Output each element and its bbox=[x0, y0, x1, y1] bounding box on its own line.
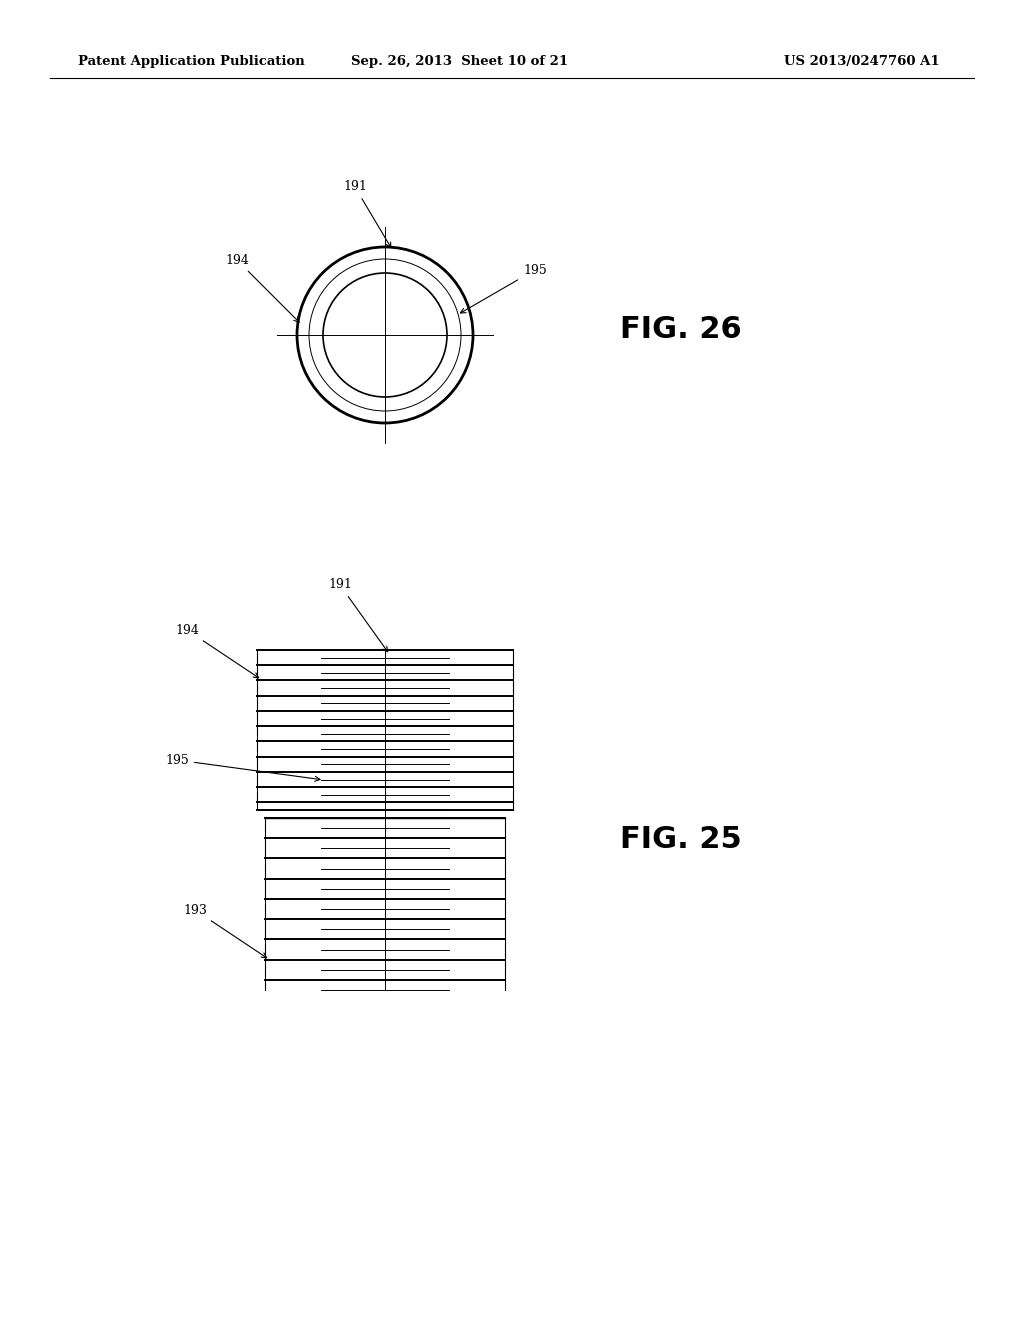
Text: US 2013/0247760 A1: US 2013/0247760 A1 bbox=[784, 55, 940, 69]
Text: 191: 191 bbox=[328, 578, 388, 652]
Text: 194: 194 bbox=[175, 623, 259, 677]
Text: 194: 194 bbox=[225, 253, 299, 322]
Text: 191: 191 bbox=[343, 181, 391, 248]
Text: FIG. 25: FIG. 25 bbox=[620, 825, 741, 854]
Text: 195: 195 bbox=[461, 264, 547, 313]
Text: Sep. 26, 2013  Sheet 10 of 21: Sep. 26, 2013 Sheet 10 of 21 bbox=[351, 55, 568, 69]
Text: 195: 195 bbox=[165, 754, 321, 781]
Text: FIG. 26: FIG. 26 bbox=[620, 315, 741, 345]
Text: 193: 193 bbox=[183, 903, 266, 958]
Text: Patent Application Publication: Patent Application Publication bbox=[78, 55, 305, 69]
